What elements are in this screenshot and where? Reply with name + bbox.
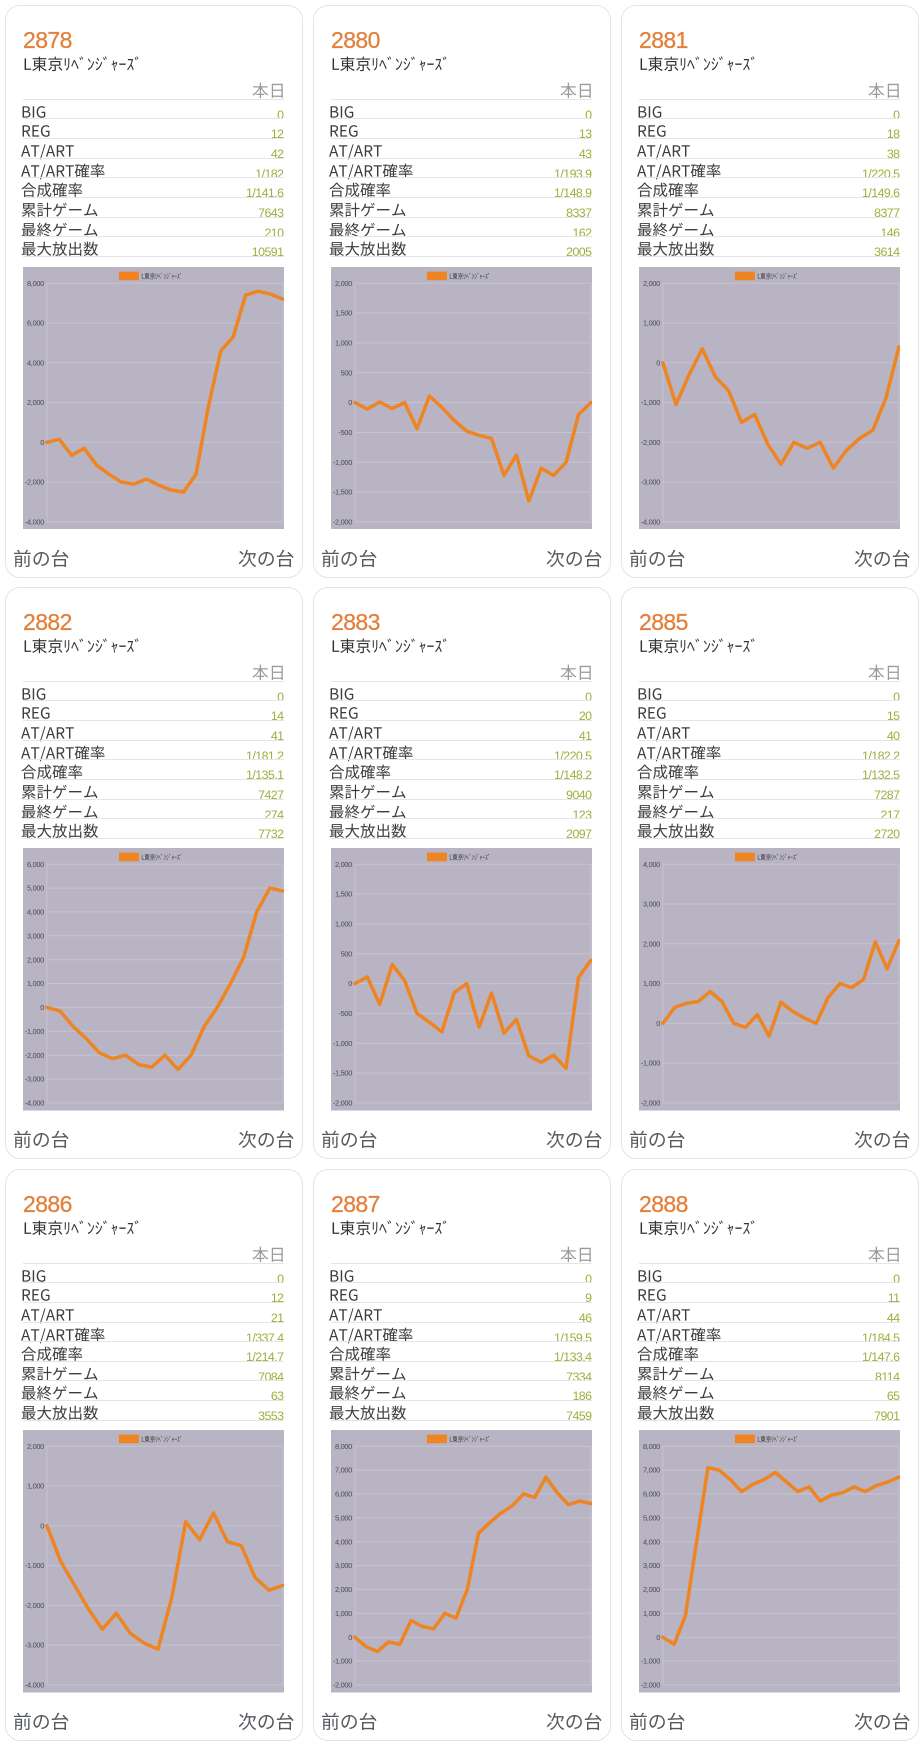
svg-text:-1,500: -1,500 (332, 1069, 351, 1078)
svg-text:7,000: 7,000 (335, 1466, 352, 1475)
svg-text:-4,000: -4,000 (24, 1099, 43, 1108)
svg-text:0: 0 (656, 358, 660, 367)
svg-text:1,000: 1,000 (643, 318, 660, 327)
svg-text:0: 0 (348, 980, 352, 989)
svg-text:-500: -500 (338, 428, 352, 437)
svg-text:8,000: 8,000 (335, 1442, 352, 1451)
svg-text:4,000: 4,000 (643, 1538, 660, 1547)
svg-text:6,000: 6,000 (643, 1490, 660, 1499)
svg-text:0: 0 (348, 1633, 352, 1642)
svg-text:2,000: 2,000 (27, 956, 44, 965)
svg-text:-2,000: -2,000 (24, 1601, 43, 1610)
svg-text:8,000: 8,000 (27, 278, 44, 287)
svg-text:1,000: 1,000 (335, 920, 352, 929)
svg-text:500: 500 (340, 950, 352, 959)
svg-text:-2,000: -2,000 (640, 1681, 659, 1690)
svg-text:2,000: 2,000 (643, 940, 660, 949)
svg-text:0: 0 (40, 1522, 44, 1531)
svg-text:1,000: 1,000 (643, 980, 660, 989)
svg-text:-2,000: -2,000 (24, 1051, 43, 1060)
svg-text:0: 0 (656, 1019, 660, 1028)
svg-text:2,000: 2,000 (27, 398, 44, 407)
svg-text:-2,000: -2,000 (640, 437, 659, 446)
svg-text:2,000: 2,000 (643, 278, 660, 287)
svg-text:-1,000: -1,000 (24, 1027, 43, 1036)
svg-text:2,000: 2,000 (335, 860, 352, 869)
svg-text:-2,000: -2,000 (640, 1099, 659, 1108)
svg-text:8,000: 8,000 (643, 1442, 660, 1451)
svg-text:-1,000: -1,000 (332, 457, 351, 466)
svg-text:-1,500: -1,500 (332, 487, 351, 496)
svg-text:6,000: 6,000 (335, 1490, 352, 1499)
svg-text:1,500: 1,500 (335, 308, 352, 317)
svg-text:3,000: 3,000 (27, 932, 44, 941)
svg-text:2,000: 2,000 (643, 1585, 660, 1594)
svg-text:4,000: 4,000 (27, 358, 44, 367)
svg-text:-1,000: -1,000 (332, 1657, 351, 1666)
svg-text:7,000: 7,000 (643, 1466, 660, 1475)
svg-text:4,000: 4,000 (643, 860, 660, 869)
svg-text:-4,000: -4,000 (24, 1681, 43, 1690)
svg-text:0: 0 (40, 1003, 44, 1012)
svg-text:1,500: 1,500 (335, 890, 352, 899)
svg-text:1,000: 1,000 (335, 1609, 352, 1618)
svg-text:5,000: 5,000 (27, 884, 44, 893)
svg-text:-1,000: -1,000 (24, 1561, 43, 1570)
svg-text:-2,000: -2,000 (332, 1099, 351, 1108)
svg-text:4,000: 4,000 (335, 1538, 352, 1547)
svg-text:2,000: 2,000 (27, 1442, 44, 1451)
svg-text:3,000: 3,000 (643, 1561, 660, 1570)
svg-text:4,000: 4,000 (27, 908, 44, 917)
svg-text:5,000: 5,000 (643, 1514, 660, 1523)
svg-text:1,000: 1,000 (27, 979, 44, 988)
svg-text:-4,000: -4,000 (24, 517, 43, 526)
svg-text:-2,000: -2,000 (332, 1681, 351, 1690)
svg-text:-1,000: -1,000 (332, 1039, 351, 1048)
svg-text:6,000: 6,000 (27, 860, 44, 869)
svg-text:500: 500 (340, 368, 352, 377)
svg-text:-2,000: -2,000 (332, 517, 351, 526)
svg-text:1,000: 1,000 (643, 1609, 660, 1618)
svg-text:-1,000: -1,000 (640, 1657, 659, 1666)
svg-text:0: 0 (348, 398, 352, 407)
svg-text:3,000: 3,000 (335, 1561, 352, 1570)
svg-text:-4,000: -4,000 (640, 517, 659, 526)
svg-text:0: 0 (40, 437, 44, 446)
svg-text:-500: -500 (338, 1009, 352, 1018)
svg-text:-2,000: -2,000 (24, 477, 43, 486)
svg-text:2,000: 2,000 (335, 278, 352, 287)
svg-text:6,000: 6,000 (27, 318, 44, 327)
svg-text:-3,000: -3,000 (24, 1641, 43, 1650)
svg-text:0: 0 (656, 1633, 660, 1642)
svg-text:5,000: 5,000 (335, 1514, 352, 1523)
svg-text:-1,000: -1,000 (640, 398, 659, 407)
svg-text:3,000: 3,000 (643, 900, 660, 909)
svg-text:-3,000: -3,000 (640, 477, 659, 486)
svg-text:2,000: 2,000 (335, 1585, 352, 1594)
svg-text:-1,000: -1,000 (640, 1059, 659, 1068)
svg-text:-3,000: -3,000 (24, 1075, 43, 1084)
svg-text:1,000: 1,000 (27, 1482, 44, 1491)
svg-text:1,000: 1,000 (335, 338, 352, 347)
